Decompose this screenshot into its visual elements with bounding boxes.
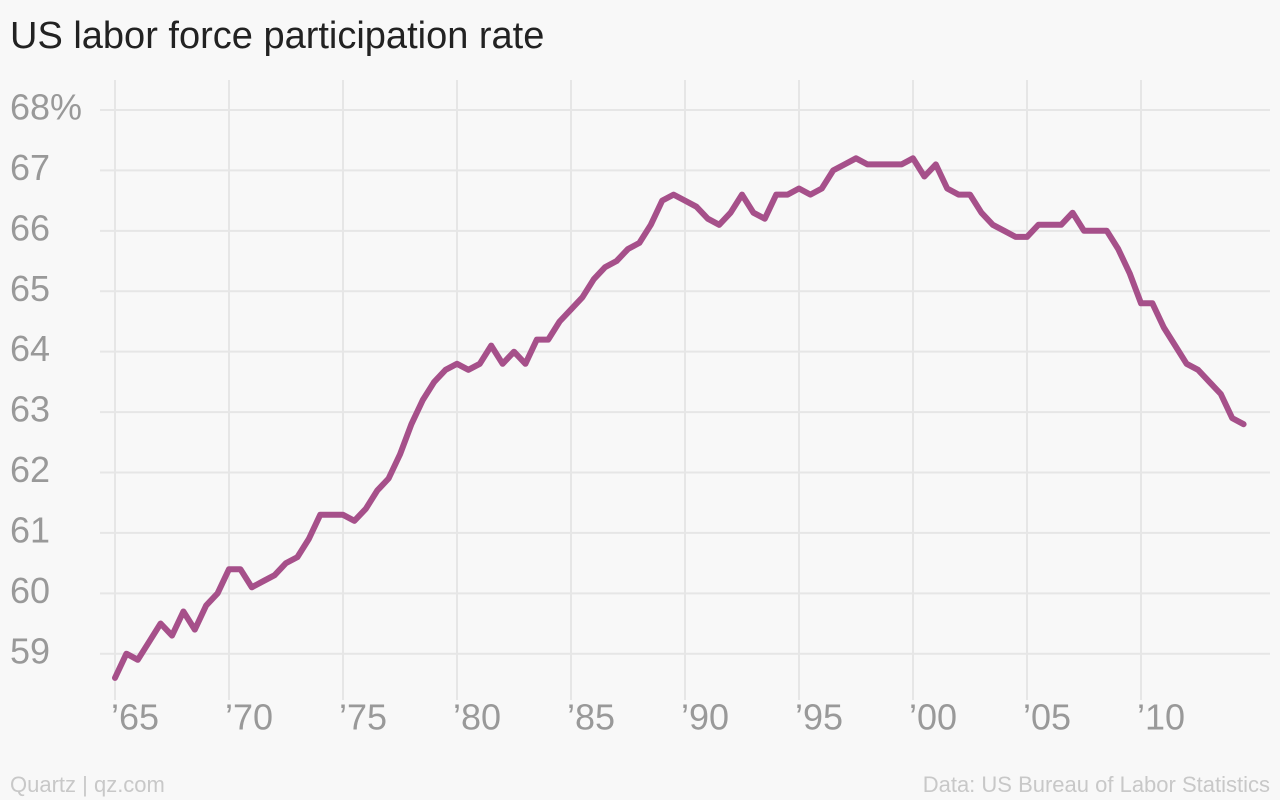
x-tick-label: ’65 [111, 697, 159, 738]
y-tick-label: 62 [10, 449, 50, 490]
x-tick-label: ’00 [909, 697, 957, 738]
x-tick-label: ’70 [225, 697, 273, 738]
x-tick-label: ’10 [1137, 697, 1185, 738]
y-tick-label: 63 [10, 389, 50, 430]
source: Data: US Bureau of Labor Statistics [923, 772, 1270, 797]
y-tick-label: 64 [10, 328, 50, 369]
data-line [112, 155, 1247, 681]
y-tick-label: 60 [10, 570, 50, 611]
y-tick-label: 68% [10, 87, 82, 128]
x-tick-label: ’95 [795, 697, 843, 738]
credit: Quartz | qz.com [10, 772, 165, 797]
y-tick-label: 61 [10, 509, 50, 550]
x-tick-label: ’85 [567, 697, 615, 738]
y-tick-label: 59 [10, 630, 50, 671]
x-tick-label: ’75 [339, 697, 387, 738]
x-tick-label: ’80 [453, 697, 501, 738]
y-tick-label: 67 [10, 147, 50, 188]
y-tick-label: 65 [10, 268, 50, 309]
y-tick-label: 66 [10, 207, 50, 248]
x-tick-label: ’90 [681, 697, 729, 738]
x-tick-label: ’05 [1023, 697, 1071, 738]
chart-title: US labor force participation rate [10, 15, 544, 57]
